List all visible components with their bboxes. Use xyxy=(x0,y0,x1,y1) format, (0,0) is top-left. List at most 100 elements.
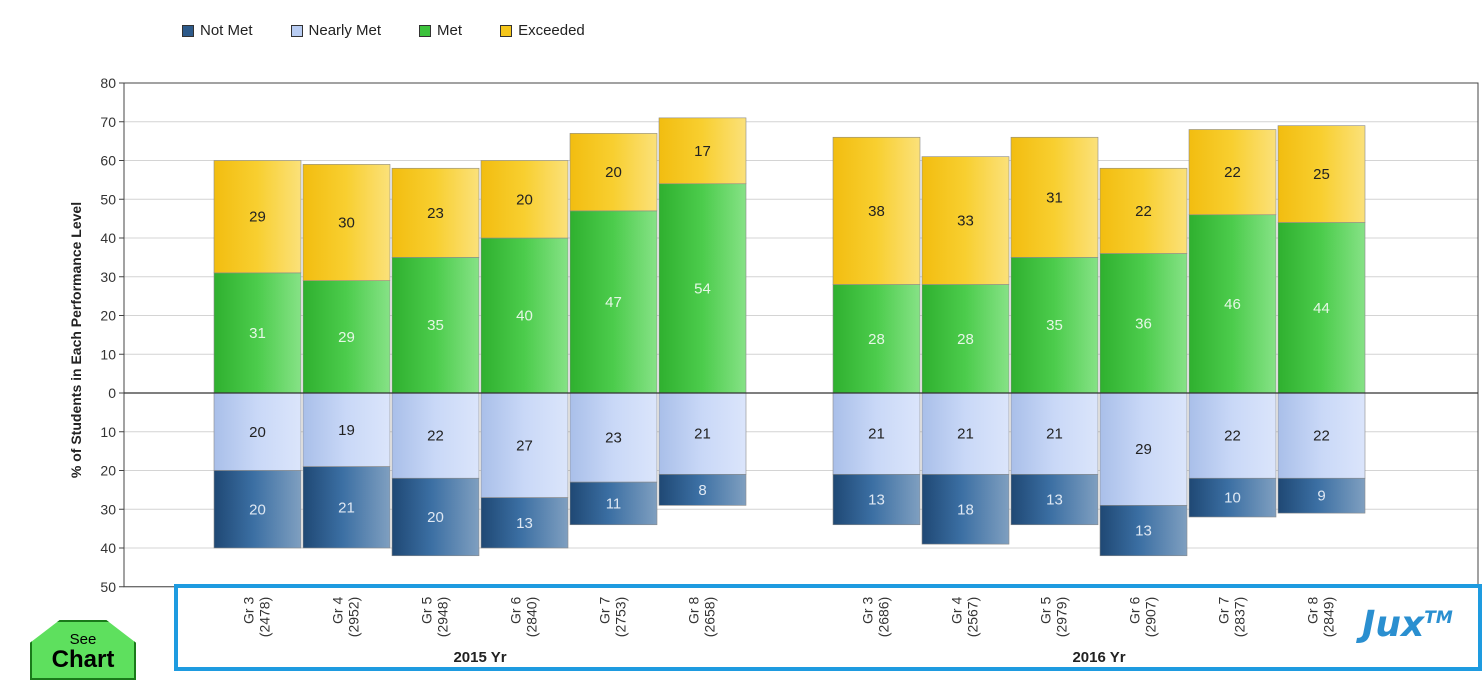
legend-label-nearly-met: Nearly Met xyxy=(308,22,382,39)
x-tick-label: Gr 4 xyxy=(330,597,346,624)
bar-met xyxy=(569,210,658,394)
data-label-met: 31 xyxy=(249,325,266,342)
data-label-exceeded: 22 xyxy=(1224,164,1241,181)
x-tick-count: (2658) xyxy=(702,597,718,637)
y-tick-label: 20 xyxy=(100,463,116,479)
bar-exceeded xyxy=(213,160,302,274)
y-tick-label: 0 xyxy=(108,385,116,401)
bar-not-met xyxy=(1277,477,1366,514)
x-tick-count: (2686) xyxy=(876,597,892,637)
data-label-exceeded: 25 xyxy=(1313,166,1330,183)
data-label-met: 36 xyxy=(1135,315,1152,332)
data-label-exceeded: 38 xyxy=(868,203,885,220)
data-label-met: 35 xyxy=(427,317,444,334)
jux-logo: JuxTM xyxy=(1362,604,1453,645)
data-label-not-met: 13 xyxy=(1046,492,1063,509)
data-label-nearly-met: 21 xyxy=(868,426,885,443)
data-label-nearly-met: 22 xyxy=(1313,428,1330,445)
data-label-nearly-met: 27 xyxy=(516,437,533,454)
bar-exceeded xyxy=(1010,136,1099,258)
y-tick-label: 80 xyxy=(100,75,116,91)
x-tick-count: (2840) xyxy=(524,597,540,637)
bar-not-met xyxy=(213,470,302,549)
y-tick-label: 50 xyxy=(100,579,116,595)
data-label-exceeded: 31 xyxy=(1046,189,1063,206)
bar-not-met xyxy=(480,497,569,549)
data-label-nearly-met: 21 xyxy=(957,426,974,443)
data-label-not-met: 9 xyxy=(1317,488,1325,505)
x-tick-label: Gr 7 xyxy=(597,597,613,624)
bar-exceeded xyxy=(302,164,391,281)
data-label-not-met: 13 xyxy=(516,515,533,532)
data-label-not-met: 20 xyxy=(427,509,444,526)
y-tick-label: 50 xyxy=(100,191,116,207)
bar-met xyxy=(1099,253,1188,394)
data-label-not-met: 18 xyxy=(957,501,974,518)
data-label-met: 29 xyxy=(338,329,355,346)
bar-met xyxy=(1010,257,1099,394)
bar-not-met xyxy=(569,481,658,526)
legend-item-met[interactable]: Met xyxy=(419,22,462,39)
y-tick-label: 60 xyxy=(100,153,116,169)
y-tick-label: 70 xyxy=(100,114,116,130)
bar-exceeded xyxy=(1277,125,1366,223)
data-label-met: 28 xyxy=(868,331,885,348)
y-tick-label: 40 xyxy=(100,540,116,556)
bar-nearly-met xyxy=(1277,392,1366,479)
bar-not-met xyxy=(921,474,1010,545)
data-label-met: 40 xyxy=(516,308,533,325)
bar-exceeded xyxy=(391,167,480,258)
data-label-nearly-met: 19 xyxy=(338,422,355,439)
data-label-exceeded: 30 xyxy=(338,215,355,232)
see-chart-button[interactable]: See Chart xyxy=(30,620,136,680)
bar-met xyxy=(1188,214,1277,394)
data-label-met: 35 xyxy=(1046,317,1063,334)
legend-swatch-met xyxy=(419,24,432,37)
x-tick-label: Gr 6 xyxy=(1127,597,1143,624)
legend-swatch-not-met xyxy=(182,24,194,37)
group-label: 2016 Yr xyxy=(1072,649,1125,666)
bar-met xyxy=(658,183,747,394)
bar-nearly-met xyxy=(480,392,569,498)
bar-not-met xyxy=(1010,474,1099,526)
data-label-nearly-met: 29 xyxy=(1135,441,1152,458)
data-label-met: 28 xyxy=(957,331,974,348)
data-label-exceeded: 17 xyxy=(694,143,711,160)
x-tick-count: (2979) xyxy=(1054,597,1070,637)
x-tick-count: (2849) xyxy=(1321,597,1337,637)
bar-exceeded xyxy=(921,156,1010,285)
data-label-exceeded: 33 xyxy=(957,213,974,230)
data-label-met: 54 xyxy=(694,280,711,297)
see-chart-line1: See xyxy=(69,631,97,648)
bar-met xyxy=(480,237,569,394)
data-label-not-met: 10 xyxy=(1224,490,1241,507)
x-tick-label: Gr 4 xyxy=(949,597,965,624)
y-tick-label: 10 xyxy=(100,346,116,362)
x-tick-count: (2948) xyxy=(435,597,451,637)
data-label-nearly-met: 22 xyxy=(1224,428,1241,445)
legend-item-not-met[interactable]: Not Met xyxy=(182,22,253,39)
bar-nearly-met xyxy=(391,392,480,479)
group-label: 2015 Yr xyxy=(453,649,506,666)
data-label-met: 47 xyxy=(605,294,622,311)
data-label-not-met: 21 xyxy=(338,499,355,516)
x-tick-count: (2567) xyxy=(965,597,981,637)
legend-label-not-met: Not Met xyxy=(200,22,253,39)
data-label-not-met: 8 xyxy=(698,482,706,499)
legend-item-nearly-met[interactable]: Nearly Met xyxy=(290,22,382,39)
x-tick-label: Gr 3 xyxy=(860,597,876,624)
bar-exceeded xyxy=(1188,129,1277,216)
data-labels: 31 29 20 20 29 30 19 21 35 23 22 20 40 20 27 13 47 20 23 11… xyxy=(249,143,1330,540)
legend-swatch-exceeded xyxy=(500,24,513,37)
bar-not-met xyxy=(832,474,921,526)
y-tick-label: 30 xyxy=(100,501,116,517)
data-label-not-met: 20 xyxy=(249,501,266,518)
legend-swatch-nearly-met xyxy=(290,24,303,37)
legend-item-exceeded[interactable]: Exceeded xyxy=(500,22,585,39)
bar-not-met xyxy=(1099,505,1188,557)
data-label-nearly-met: 23 xyxy=(605,430,622,447)
bar-not-met xyxy=(391,477,480,557)
bar-nearly-met xyxy=(1188,392,1277,479)
